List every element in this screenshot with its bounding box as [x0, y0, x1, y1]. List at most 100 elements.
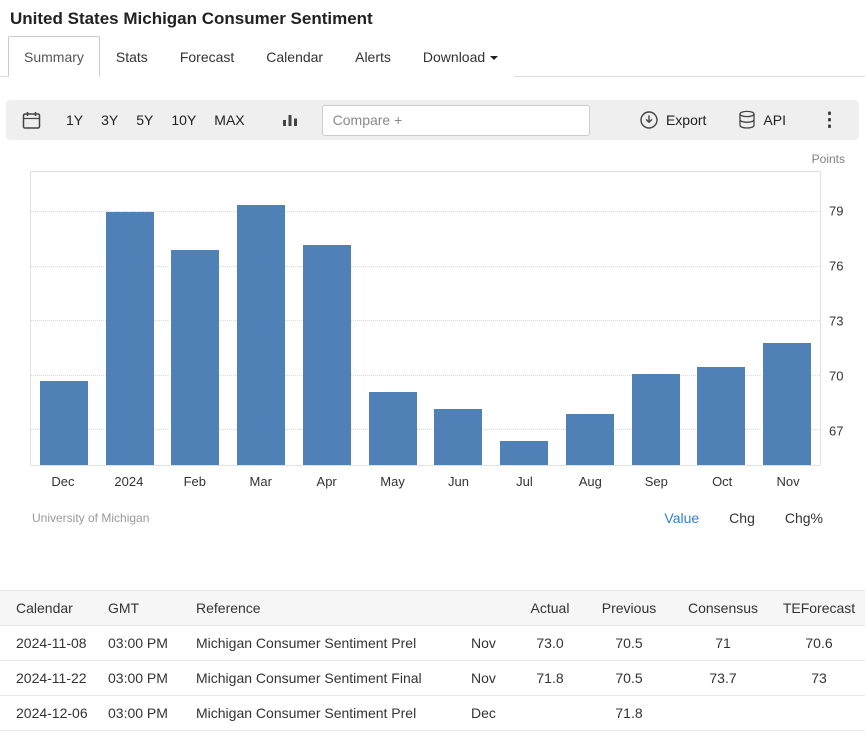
bar-dec[interactable] — [40, 381, 88, 465]
y-tick-label: 76 — [829, 259, 843, 274]
range-button-5y[interactable]: 5Y — [127, 108, 162, 132]
tab-label: Alerts — [355, 49, 391, 65]
y-tick-label: 79 — [829, 204, 843, 219]
bar-sep[interactable] — [632, 374, 680, 465]
tab-alerts[interactable]: Alerts — [339, 36, 407, 77]
bar-nov[interactable] — [763, 343, 811, 465]
x-tick-label: 2024 — [96, 474, 162, 489]
mode-value[interactable]: Value — [664, 510, 699, 526]
table-cell: Michigan Consumer Sentiment Prel — [188, 626, 463, 661]
mode-chg[interactable]: Chg — [729, 510, 755, 526]
table-row: 2024-11-2203:00 PMMichigan Consumer Sent… — [0, 661, 865, 696]
bar-2024[interactable] — [106, 212, 154, 465]
column-header: Consensus — [673, 591, 773, 626]
chart-mode-switch: Value Chg Chg% — [664, 510, 823, 526]
bar-apr[interactable] — [303, 245, 351, 465]
bar-slot — [163, 172, 229, 465]
bar-may[interactable] — [369, 392, 417, 465]
bar-slot — [754, 172, 820, 465]
tab-label: Calendar — [266, 49, 323, 65]
table-cell: 73.7 — [673, 661, 773, 696]
y-tick-label: 70 — [829, 369, 843, 384]
bar-slot — [689, 172, 755, 465]
calendar-icon[interactable] — [20, 109, 43, 132]
column-header: GMT — [100, 591, 188, 626]
table-cell: 2024-11-22 — [0, 661, 100, 696]
range-button-max[interactable]: MAX — [205, 108, 253, 132]
bar-mar[interactable] — [237, 205, 285, 465]
table-header-row: CalendarGMTReferenceActualPreviousConsen… — [0, 591, 865, 626]
range-button-3y[interactable]: 3Y — [92, 108, 127, 132]
range-button-1y[interactable]: 1Y — [57, 108, 92, 132]
database-icon — [738, 110, 756, 130]
x-tick-label: May — [360, 474, 426, 489]
table-cell: Nov — [463, 661, 515, 696]
x-tick-label: Jun — [426, 474, 492, 489]
tab-stats[interactable]: Stats — [100, 36, 164, 77]
chart-footer: University of Michigan ValueChgChg% — [32, 510, 823, 526]
table-body: 2024-11-0803:00 PMMichigan Consumer Sent… — [0, 626, 865, 731]
tab-summary[interactable]: Summary — [8, 36, 100, 77]
mode-chgpct[interactable]: Chg% — [785, 510, 823, 526]
export-icon — [639, 110, 659, 130]
bar-jul[interactable] — [500, 441, 548, 465]
table-cell: 73 — [773, 661, 865, 696]
bar-series — [31, 172, 820, 465]
bar-feb[interactable] — [171, 250, 219, 465]
table-cell: 03:00 PM — [100, 626, 188, 661]
y-axis-labels: 6770737679 — [821, 171, 855, 466]
x-tick-label: Dec — [30, 474, 96, 489]
column-header — [463, 591, 515, 626]
tab-label: Download — [423, 49, 485, 65]
x-tick-label: Apr — [294, 474, 360, 489]
table-row: 2024-11-0803:00 PMMichigan Consumer Sent… — [0, 626, 865, 661]
tab-label: Summary — [24, 49, 84, 65]
table-cell: 2024-12-06 — [0, 696, 100, 731]
export-button[interactable]: Export — [639, 110, 706, 130]
tab-calendar[interactable]: Calendar — [250, 36, 339, 77]
column-header: TEForecast — [773, 591, 865, 626]
table-cell: 03:00 PM — [100, 696, 188, 731]
chart: 6770737679 — [30, 171, 855, 466]
y-tick-label: 73 — [829, 314, 843, 329]
table-cell — [673, 696, 773, 731]
tab-label: Forecast — [180, 49, 234, 65]
tab-forecast[interactable]: Forecast — [164, 36, 250, 77]
column-header: Previous — [585, 591, 673, 626]
chart-type-icon[interactable] — [280, 110, 300, 130]
bar-slot — [31, 172, 97, 465]
api-button[interactable]: API — [738, 110, 786, 130]
table-cell: Nov — [463, 626, 515, 661]
page-title: United States Michigan Consumer Sentimen… — [0, 0, 865, 36]
x-tick-label: Nov — [755, 474, 821, 489]
x-axis-labels: Dec2024FebMarAprMayJunJulAugSepOctNov — [30, 474, 821, 489]
table-cell: Michigan Consumer Sentiment Final — [188, 661, 463, 696]
compare-input[interactable] — [322, 105, 590, 136]
bar-slot — [557, 172, 623, 465]
export-label: Export — [666, 112, 706, 128]
table-cell: 73.0 — [515, 626, 585, 661]
bar-slot — [97, 172, 163, 465]
x-tick-label: Oct — [689, 474, 755, 489]
table-cell: 71.8 — [585, 696, 673, 731]
table-cell — [773, 696, 865, 731]
table-cell: 71.8 — [515, 661, 585, 696]
table-cell — [515, 696, 585, 731]
x-tick-label: Sep — [623, 474, 689, 489]
x-tick-label: Aug — [557, 474, 623, 489]
bar-jun[interactable] — [434, 409, 482, 465]
table-cell: 2024-11-08 — [0, 626, 100, 661]
range-button-10y[interactable]: 10Y — [162, 108, 205, 132]
bar-oct[interactable] — [697, 367, 745, 465]
tab-label: Stats — [116, 49, 148, 65]
x-tick-label: Jul — [491, 474, 557, 489]
bar-slot — [623, 172, 689, 465]
bar-aug[interactable] — [566, 414, 614, 465]
column-header: Reference — [188, 591, 463, 626]
tab-download[interactable]: Download — [407, 36, 514, 77]
bar-slot — [491, 172, 557, 465]
table-cell: 70.5 — [585, 626, 673, 661]
more-options-icon[interactable]: ⋮ — [814, 109, 845, 132]
y-axis-unit-label: Points — [0, 152, 845, 166]
table-cell: Dec — [463, 696, 515, 731]
